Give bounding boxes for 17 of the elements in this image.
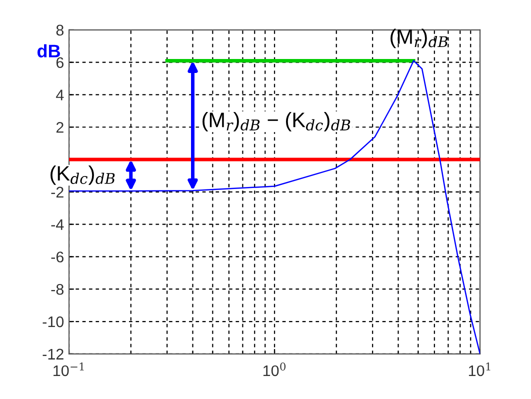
annotation: (M$_{r}$)$_{dB}$ − (K$_{dc}$)$_{dB}$	[202, 112, 350, 132]
y-tick-label: -6	[51, 252, 64, 262]
y-axis-title: dB	[37, 44, 60, 58]
y-tick-label: 4	[56, 90, 64, 100]
y-tick-label: -10	[42, 316, 64, 328]
y-tick-label: -8	[51, 284, 64, 295]
y-tick-label: -12	[42, 348, 64, 360]
y-tick-label: -2	[51, 186, 64, 198]
y-tick-label: -4	[51, 219, 64, 230]
annotation: (M$_{r}$)$_{dB}$	[390, 28, 448, 48]
y-tick-label: 6	[56, 57, 64, 68]
x-tick-label: 10$^{0}$	[263, 362, 286, 376]
x-tick-label: 10$^{1}$	[468, 362, 490, 376]
y-tick-label: 8	[56, 24, 64, 36]
y-tick-label: 2	[56, 122, 64, 133]
annotation: (K$_{dc}$)$_{dB}$	[50, 165, 115, 185]
x-tick-label: 10$^{−1}$	[54, 362, 84, 376]
